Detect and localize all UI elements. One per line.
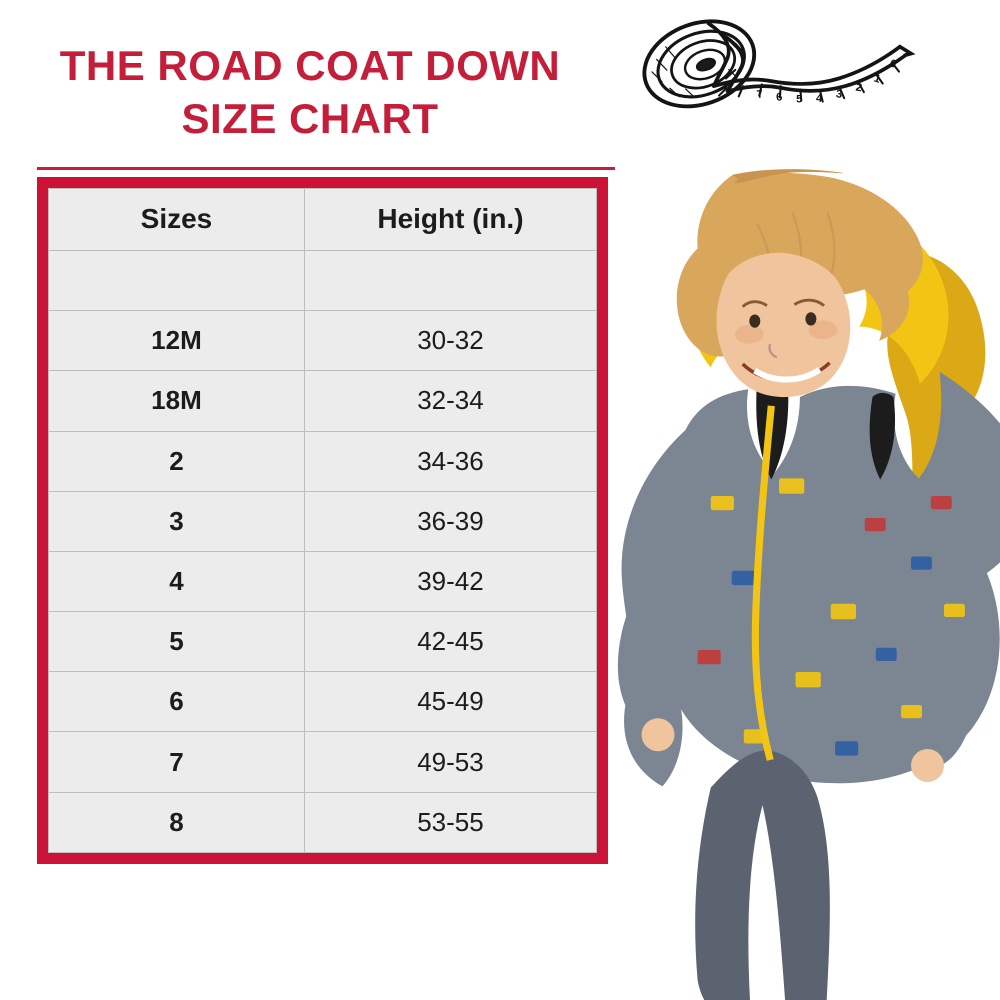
svg-text:2: 2	[855, 82, 863, 95]
svg-text:6: 6	[776, 91, 783, 103]
svg-text:4: 4	[816, 93, 824, 105]
svg-text:7: 7	[756, 88, 764, 101]
svg-text:3: 3	[835, 88, 842, 101]
svg-text:5: 5	[796, 93, 802, 105]
